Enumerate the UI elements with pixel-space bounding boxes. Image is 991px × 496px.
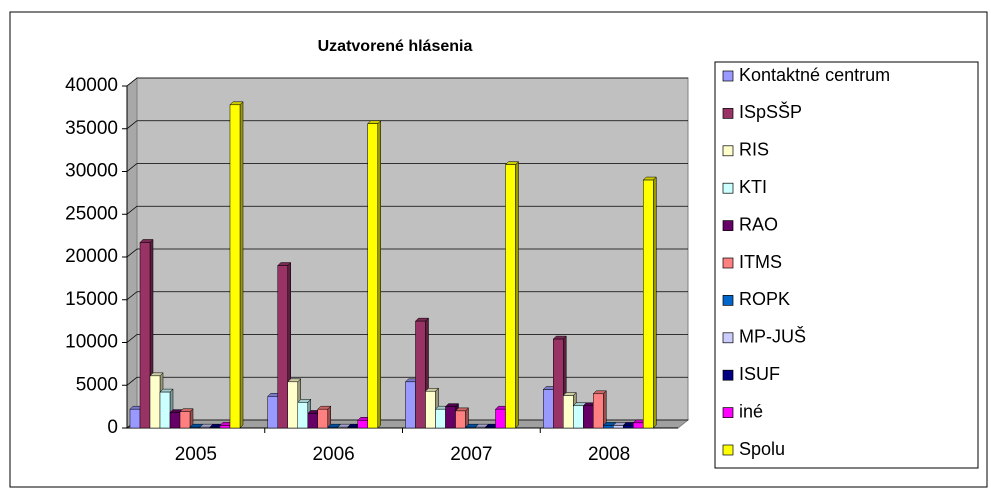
grid-line — [126, 334, 688, 343]
bar — [337, 426, 348, 429]
legend-swatch — [722, 444, 734, 456]
bar — [563, 395, 574, 429]
bar-side — [239, 101, 244, 429]
legend-swatch — [722, 108, 734, 119]
bar — [317, 408, 328, 429]
bar — [475, 426, 486, 429]
bar — [445, 406, 456, 429]
x-tick-label: 2008 — [588, 444, 630, 465]
legend-swatch — [722, 145, 734, 157]
chart-title: Uzatvorené hlásenia — [318, 38, 473, 55]
y-tick-label: 25000 — [65, 203, 118, 224]
grid-line — [126, 376, 688, 386]
bar — [149, 375, 161, 429]
x-tick-label: 2007 — [450, 444, 492, 465]
grid-line — [126, 120, 688, 130]
bar — [495, 408, 506, 429]
bar — [159, 391, 171, 429]
legend-label: MP-JUŠ — [739, 326, 806, 347]
bar-side — [653, 176, 657, 429]
legend-label: ROPK — [739, 289, 790, 309]
x-tick-label: 2006 — [312, 444, 354, 465]
grid-line — [126, 205, 688, 215]
bar — [583, 405, 594, 429]
y-tick-label: 15000 — [65, 289, 118, 310]
bar — [307, 413, 318, 429]
bar — [367, 123, 378, 429]
grid-line — [126, 291, 688, 301]
legend-swatch — [722, 70, 734, 82]
bar — [277, 265, 288, 429]
legend-label: KTI — [739, 177, 767, 197]
bar — [603, 425, 614, 429]
legend-swatch — [722, 220, 734, 231]
x-tick-label: 2005 — [175, 444, 217, 465]
bar — [169, 412, 181, 429]
legend-swatch — [722, 295, 734, 306]
bar — [633, 422, 644, 429]
bar — [465, 426, 476, 429]
bar — [425, 390, 436, 429]
legend — [714, 61, 979, 469]
bar — [199, 426, 211, 429]
bar — [573, 405, 584, 429]
bar — [129, 408, 141, 429]
grid-line — [126, 163, 688, 172]
bar — [287, 381, 298, 429]
bar-side — [377, 120, 381, 429]
bar — [455, 410, 466, 429]
bar — [219, 425, 231, 429]
y-tick-label: 0 — [107, 417, 118, 438]
bar — [553, 338, 564, 429]
y-tick-label: 5000 — [76, 374, 118, 395]
bar — [623, 425, 634, 429]
bar — [415, 320, 426, 429]
bar — [267, 396, 278, 429]
legend-label: RIS — [739, 140, 769, 160]
bar — [139, 242, 151, 429]
bar — [297, 402, 308, 429]
y-tick-label: 35000 — [65, 118, 118, 139]
legend-swatch — [722, 332, 734, 344]
bar — [189, 426, 201, 429]
bar-side — [515, 161, 519, 429]
bar-side — [603, 390, 607, 429]
legend-swatch — [722, 369, 734, 381]
legend-label: ITMS — [739, 252, 782, 272]
legend-label: ISpSŠP — [739, 101, 802, 122]
legend-label: ISUF — [739, 364, 780, 384]
bar — [435, 408, 446, 429]
bar — [405, 381, 416, 429]
bar — [505, 164, 516, 429]
bar — [347, 426, 358, 429]
legend-label: RAO — [739, 214, 778, 234]
legend-swatch — [722, 182, 734, 194]
y-tick-label: 20000 — [65, 246, 118, 267]
bar — [485, 426, 496, 429]
legend-label: Kontaktné centrum — [739, 65, 890, 85]
bar — [643, 179, 654, 429]
legend-swatch — [722, 257, 734, 269]
bar — [357, 420, 368, 429]
y-tick-label: 10000 — [65, 332, 118, 353]
grid-line — [126, 77, 688, 87]
bar — [543, 389, 554, 429]
bar — [613, 425, 624, 429]
bar — [593, 393, 604, 429]
legend-label: Spolu — [739, 439, 785, 459]
grid-line — [126, 248, 688, 258]
bar — [209, 426, 221, 429]
legend-swatch — [722, 407, 734, 418]
legend-label: iné — [739, 401, 763, 421]
bar — [179, 411, 191, 429]
bar — [327, 426, 338, 429]
y-tick-label: 30000 — [65, 161, 118, 182]
bar — [229, 104, 241, 429]
y-tick-label: 40000 — [65, 75, 118, 96]
